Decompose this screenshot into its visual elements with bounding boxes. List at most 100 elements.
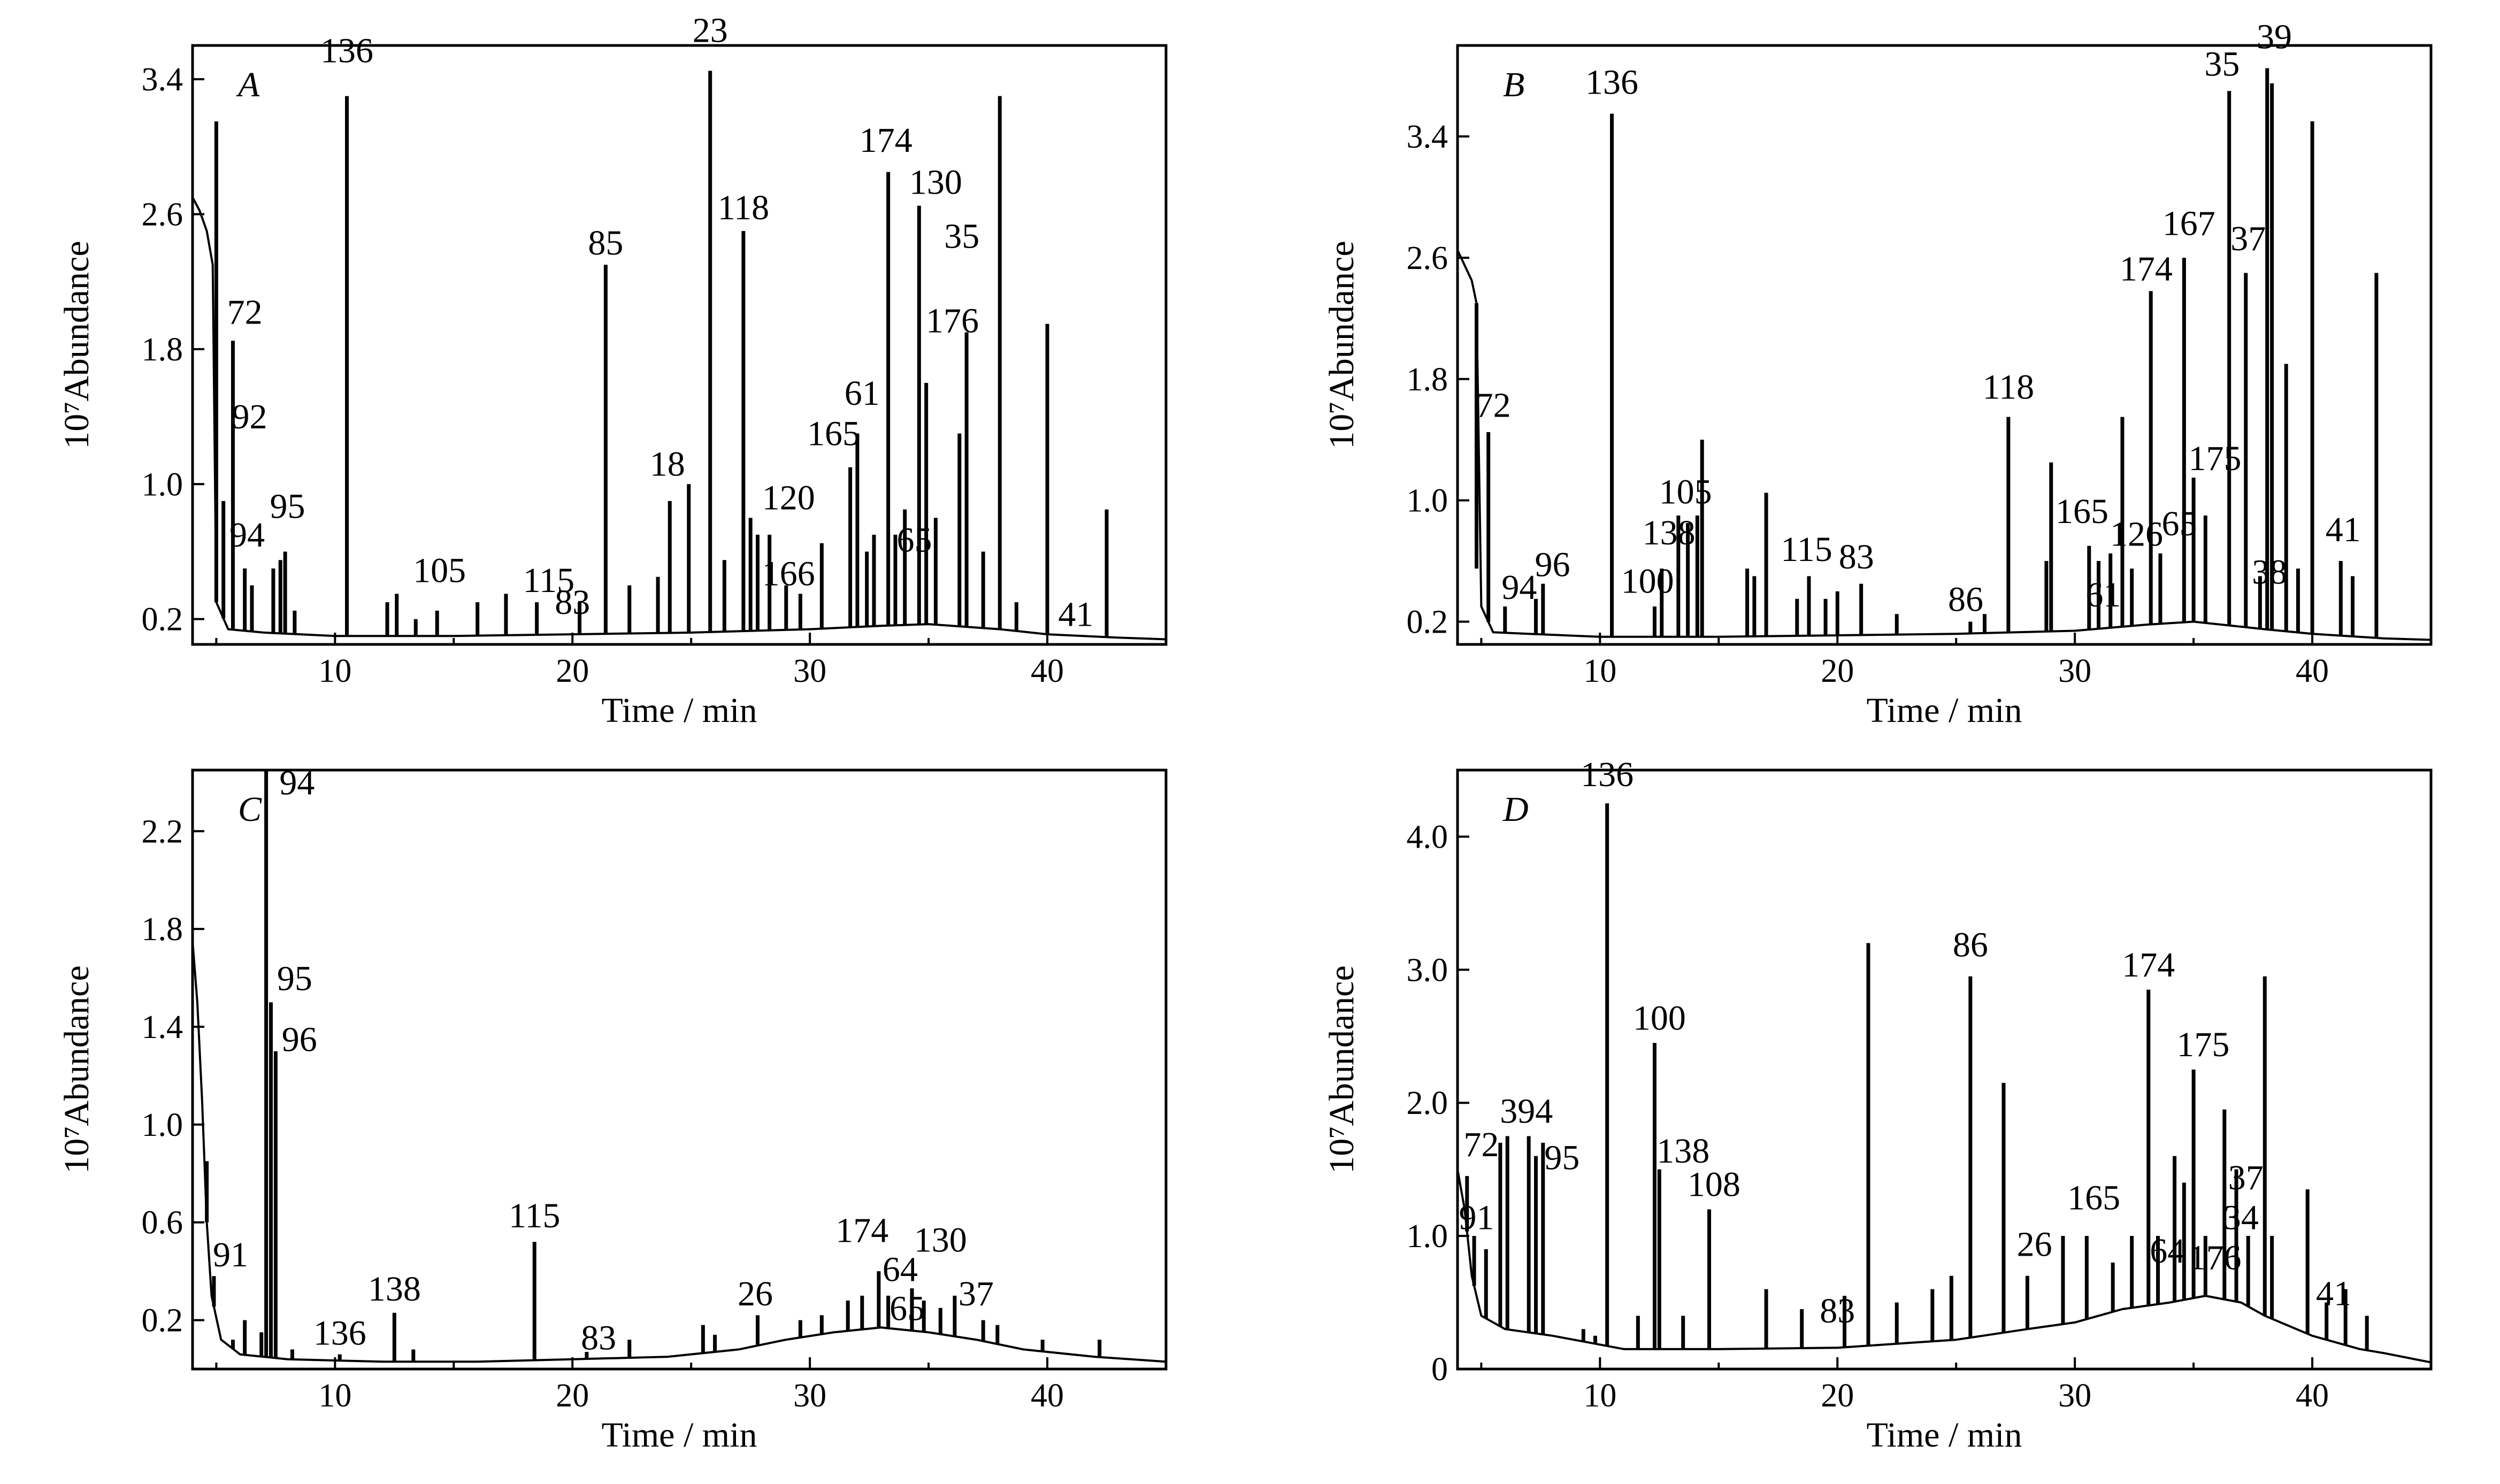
peak-label: 174 — [2120, 249, 2173, 288]
y-tick-label: 2.6 — [142, 196, 183, 233]
plot-frame — [191, 44, 1168, 646]
peak-label: 95 — [277, 959, 312, 998]
y-tick-label: 3.4 — [1407, 119, 1448, 155]
peak-label: 165 — [807, 414, 860, 453]
peak-label: 91 — [213, 1235, 248, 1274]
peak-label: 105 — [413, 551, 466, 590]
peak-label: 41 — [2326, 510, 2361, 549]
peak-label: 37 — [2230, 219, 2266, 258]
peak-label: 85 — [588, 224, 623, 263]
y-tick-label: 1.8 — [142, 332, 183, 368]
y-tick-label: 1.0 — [142, 466, 183, 503]
panel-d: 10 20 30 40 0 1.0 2.0 3.0 4.0 Time / min 10⁷Abunda… — [1322, 755, 2433, 1455]
y-axis-title: 10⁷Abundance — [1322, 241, 1361, 449]
peak-label: 96 — [282, 1020, 317, 1059]
y-tick-label: 3.4 — [142, 61, 183, 98]
x-tick-label: 20 — [556, 653, 589, 689]
x-tick-label: 20 — [1821, 1378, 1854, 1414]
peak-label: 166 — [762, 555, 815, 594]
x-tick-label: 30 — [793, 653, 826, 689]
x-tick-label: 30 — [793, 1378, 826, 1414]
peak-label: 136 — [1581, 755, 1634, 794]
peak-label: 83 — [555, 583, 590, 622]
peak-label: 94 — [1501, 568, 1537, 607]
peak-label: 118 — [1983, 368, 2035, 407]
y-tick-label: 1.8 — [142, 911, 183, 948]
peak-label: 26 — [738, 1274, 773, 1313]
y-axis-title: 10⁷Abundance — [57, 965, 96, 1174]
y-tick-label: 1.0 — [142, 1107, 183, 1143]
peak-label: 91 — [1459, 1198, 1494, 1237]
y-tick-label: 0.2 — [142, 602, 183, 638]
peak-label: 83 — [1839, 537, 1874, 576]
peak-label: 174 — [835, 1211, 888, 1250]
peak-label: 120 — [762, 479, 815, 518]
peak-label: 65 — [896, 520, 932, 559]
peak-label: 136 — [1585, 63, 1638, 102]
peak-label: 38 — [2252, 553, 2287, 592]
peak-label: 130 — [914, 1221, 967, 1260]
peak-label: 96 — [1535, 545, 1570, 584]
peak-label: 167 — [2162, 204, 2215, 243]
x-tick-label: 20 — [1821, 653, 1854, 689]
panel-b: 10 20 30 40 0.2 1.0 1.8 2.6 3.4 Time / min 10⁷Abun… — [1322, 18, 2433, 730]
peak-label: 138 — [1657, 1132, 1709, 1171]
x-tick-label: 10 — [1583, 1378, 1616, 1414]
peak-label: 136 — [313, 1313, 366, 1352]
peak-label: 118 — [718, 188, 770, 227]
peak-label: 108 — [1688, 1165, 1740, 1204]
peak-label: 115 — [1781, 530, 1832, 569]
panel-c: 10 20 30 40 0.2 0.6 1.0 1.4 1.8 2.2 Time / min 10⁷A… — [57, 764, 1168, 1455]
panel-label: C — [238, 790, 262, 829]
y-tick-label: 1.4 — [142, 1009, 183, 1045]
peak-label: 126 — [2110, 515, 2163, 554]
peak-label: 95 — [1544, 1139, 1579, 1178]
peak-label: 37 — [2228, 1158, 2264, 1197]
peak-label: 394 — [1500, 1092, 1553, 1131]
peak-label: 86 — [1948, 580, 1983, 619]
peak-label: 175 — [2189, 439, 2242, 478]
peak-label: 105 — [1659, 472, 1712, 511]
peak-label: 64 — [883, 1250, 918, 1289]
peak-label: 138 — [1643, 513, 1696, 552]
peak-label: 94 — [279, 764, 315, 803]
panel-label: D — [1502, 790, 1529, 829]
x-tick-label: 40 — [2296, 1378, 2329, 1414]
peak-label: 100 — [1633, 998, 1686, 1037]
peak-label: 115 — [509, 1196, 561, 1235]
x-tick-label: 30 — [2058, 653, 2091, 689]
chromatogram-baseline — [191, 941, 1167, 1363]
y-tick-label: 4.0 — [1407, 819, 1448, 855]
x-axis-title: Time / min — [602, 1416, 757, 1455]
peak-label: 65 — [2161, 504, 2197, 543]
peak-label: 26 — [2017, 1225, 2052, 1264]
peak-label: 86 — [1953, 925, 1988, 964]
y-tick-label: 0.2 — [1407, 604, 1448, 640]
x-tick-label: 10 — [318, 1378, 351, 1414]
peak-label: 61 — [2085, 575, 2121, 614]
panel-label: B — [1503, 65, 1524, 104]
peak-label: 35 — [944, 217, 979, 256]
peak-label: 34 — [2223, 1198, 2259, 1237]
chromatogram-baseline — [1456, 1169, 2432, 1364]
plot-frame — [191, 768, 1168, 1371]
y-tick-label: 2.0 — [1407, 1085, 1448, 1121]
peak-label: 138 — [368, 1270, 421, 1309]
x-tick-label: 10 — [318, 653, 351, 689]
peak-label: 94 — [229, 516, 265, 555]
peak-label: 83 — [1820, 1291, 1855, 1331]
peak-label: 23 — [693, 11, 728, 50]
peak-label: 175 — [2176, 1025, 2229, 1064]
peak-label: 130 — [909, 163, 962, 202]
peak-label: 92 — [232, 397, 267, 436]
peak-label: 41 — [2316, 1274, 2351, 1313]
y-tick-label: 1.0 — [1407, 483, 1448, 519]
peak-label: 41 — [1058, 595, 1093, 634]
peak-label: 115 — [523, 561, 575, 600]
y-tick-label: 3.0 — [1407, 952, 1448, 988]
peak-label: 174 — [2122, 945, 2175, 985]
panel-a: 10 20 30 40 0.2 1.0 1.8 2.6 3.4 Time / min 10⁷Abun… — [57, 11, 1168, 730]
peak-label: 174 — [860, 121, 912, 160]
plot-frame — [1456, 768, 2433, 1371]
